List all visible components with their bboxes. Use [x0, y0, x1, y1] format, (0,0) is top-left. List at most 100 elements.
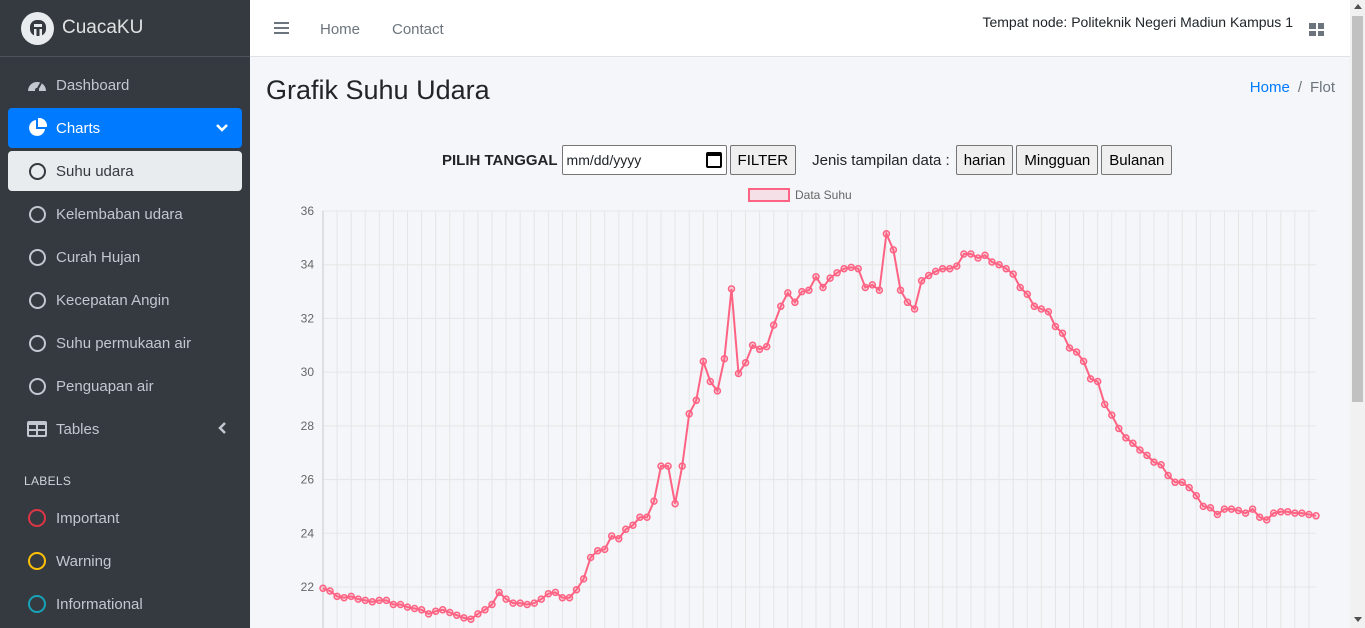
data-point[interactable]: [1093, 377, 1102, 386]
data-point[interactable]: [1241, 509, 1250, 517]
date-input[interactable]: mm/dd/yyyy: [561, 145, 727, 175]
data-point[interactable]: [1058, 329, 1067, 337]
sidebar-item-curah-hujan[interactable]: Curah Hujan: [8, 237, 242, 277]
data-point[interactable]: [424, 610, 433, 618]
label-item-warning[interactable]: Warning: [8, 541, 242, 581]
calendar-icon[interactable]: [705, 152, 722, 168]
view-harian-button[interactable]: harian: [955, 145, 1014, 175]
data-point[interactable]: [523, 600, 531, 609]
data-point[interactable]: [467, 615, 475, 623]
data-point[interactable]: [1248, 505, 1257, 513]
data-point[interactable]: [826, 274, 834, 282]
data-point[interactable]: [319, 584, 327, 593]
data-point[interactable]: [326, 587, 334, 595]
data-point[interactable]: [375, 596, 384, 605]
data-point[interactable]: [678, 462, 686, 470]
data-point[interactable]: [1227, 505, 1236, 513]
data-point[interactable]: [720, 354, 729, 363]
data-point[interactable]: [1079, 357, 1088, 366]
data-point[interactable]: [1213, 510, 1222, 519]
data-point[interactable]: [586, 553, 595, 562]
data-point[interactable]: [946, 264, 954, 273]
data-point[interactable]: [854, 264, 862, 273]
data-point[interactable]: [1016, 283, 1024, 292]
data-point[interactable]: [833, 269, 841, 277]
data-point[interactable]: [389, 600, 398, 609]
data-point[interactable]: [1284, 508, 1292, 516]
data-point[interactable]: [755, 345, 764, 354]
view-mingguan-button[interactable]: Mingguan: [1016, 145, 1099, 175]
data-point[interactable]: [1291, 509, 1299, 517]
data-point[interactable]: [995, 260, 1003, 269]
data-point[interactable]: [685, 410, 693, 418]
sidebar-item-tables[interactable]: Tables: [8, 409, 242, 449]
data-point[interactable]: [967, 250, 975, 258]
data-point[interactable]: [1143, 451, 1151, 460]
data-point[interactable]: [671, 499, 679, 508]
data-point[interactable]: [1115, 424, 1123, 433]
data-point[interactable]: [699, 357, 708, 366]
data-point[interactable]: [636, 513, 644, 521]
data-point[interactable]: [622, 525, 630, 534]
data-point[interactable]: [953, 262, 961, 270]
data-point[interactable]: [593, 546, 602, 555]
data-point[interactable]: [981, 251, 989, 260]
data-point[interactable]: [488, 600, 496, 609]
sidebar-item-charts[interactable]: Charts: [8, 108, 242, 148]
data-point[interactable]: [361, 596, 370, 605]
data-point[interactable]: [1136, 446, 1144, 454]
data-point[interactable]: [572, 585, 581, 594]
data-point[interactable]: [431, 607, 440, 615]
data-point[interactable]: [615, 534, 623, 543]
view-bulanan-button[interactable]: Bulanan: [1101, 145, 1173, 175]
data-point[interactable]: [748, 341, 757, 350]
scroll-thumb[interactable]: [1352, 16, 1363, 402]
data-point[interactable]: [551, 588, 560, 597]
data-point[interactable]: [896, 286, 905, 294]
data-point[interactable]: [903, 298, 912, 307]
data-point[interactable]: [1157, 461, 1165, 469]
data-point[interactable]: [791, 298, 799, 307]
data-point[interactable]: [333, 592, 341, 601]
data-point[interactable]: [1298, 509, 1306, 517]
data-point[interactable]: [509, 599, 517, 607]
data-point[interactable]: [474, 610, 482, 618]
data-point[interactable]: [706, 377, 715, 386]
scroll-down-arrow-icon[interactable]: [1354, 617, 1362, 622]
data-point[interactable]: [741, 358, 750, 367]
data-point[interactable]: [798, 287, 806, 296]
sidebar-item-penguapan-air[interactable]: Penguapan air: [8, 366, 242, 406]
data-point[interactable]: [805, 286, 813, 294]
data-point[interactable]: [988, 258, 996, 266]
data-point[interactable]: [481, 606, 489, 614]
data-point[interactable]: [1122, 434, 1130, 442]
data-point[interactable]: [777, 302, 785, 311]
data-point[interactable]: [446, 608, 454, 617]
nav-link-contact[interactable]: Contact: [392, 21, 444, 38]
data-point[interactable]: [1086, 375, 1095, 383]
grid-icon[interactable]: [1309, 23, 1324, 36]
data-point[interactable]: [544, 589, 553, 598]
sidebar-item-kelembaban-udara[interactable]: Kelembaban udara: [8, 194, 242, 234]
data-point[interactable]: [917, 277, 926, 285]
data-point[interactable]: [340, 593, 348, 602]
data-point[interactable]: [819, 283, 827, 292]
sidebar-item-dashboard[interactable]: Dashboard: [8, 65, 242, 105]
sidebar-item-suhu-permukaan-air[interactable]: Suhu permukaan air: [8, 323, 242, 363]
data-point[interactable]: [650, 497, 658, 505]
data-point[interactable]: [410, 604, 419, 613]
data-point[interactable]: [1030, 302, 1039, 311]
data-point[interactable]: [1150, 458, 1158, 466]
data-point[interactable]: [1044, 307, 1053, 316]
data-point[interactable]: [607, 532, 616, 540]
data-point[interactable]: [910, 305, 919, 313]
data-point[interactable]: [974, 254, 982, 262]
data-point[interactable]: [1009, 270, 1017, 278]
breadcrumb-home-link[interactable]: Home: [1249, 79, 1290, 96]
data-point[interactable]: [1220, 505, 1229, 513]
data-point[interactable]: [840, 264, 848, 273]
data-point[interactable]: [1100, 400, 1109, 409]
filter-button[interactable]: FILTER: [729, 145, 797, 175]
data-point[interactable]: [1002, 264, 1010, 273]
data-point[interactable]: [664, 462, 672, 470]
